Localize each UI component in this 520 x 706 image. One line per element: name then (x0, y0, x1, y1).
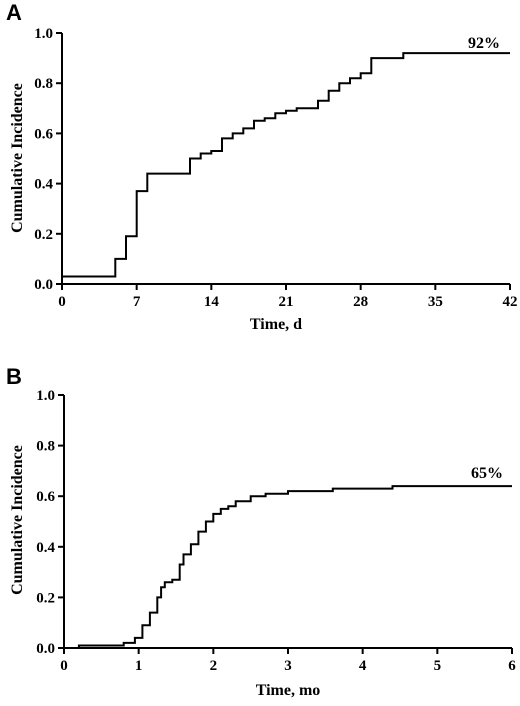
panel-a-x-axis-label: Time, d (250, 316, 302, 333)
panel-a-y-tick-label: 0.4 (34, 177, 53, 193)
panel-a-y-tick-label: 0.2 (34, 227, 53, 243)
panel-b-x-tick-label: 5 (434, 658, 442, 674)
panel-b-x-tick-label: 3 (284, 658, 292, 674)
panel-a-annotation: 92% (468, 35, 500, 52)
panel-b-label: B (6, 364, 22, 389)
panel-a-y-tick-label: 0.8 (34, 76, 53, 92)
panel-b-y-tick-label: 0.4 (36, 540, 55, 556)
panel-a-x-tick-label: 21 (279, 294, 294, 310)
panel-a: A 92% Time, d Cumulative Incidence 0 7 14 2… (6, 0, 518, 333)
panel-b-x-tick-label: 2 (210, 658, 218, 674)
panel-a-y-tick-label: 0.0 (34, 277, 53, 293)
panel-b-x-axis-label: Time, mo (256, 682, 321, 699)
panel-b-y-tick-label: 0.8 (36, 439, 55, 455)
panel-b-y-tick-label: 0.2 (36, 590, 55, 606)
panel-a-x-tick-label: 14 (204, 294, 220, 310)
panel-a-y-axis-label: Cumulative Incidence (9, 83, 26, 233)
panel-b-x-tick-label: 4 (359, 658, 367, 674)
panel-a-x-tick-label: 7 (133, 294, 141, 310)
panel-a-x-tick-label: 35 (428, 294, 443, 310)
panel-a-y-tick-label: 0.6 (34, 126, 53, 142)
panel-a-incidence-curve (62, 52, 510, 278)
panel-a-x-tick-label: 0 (58, 294, 66, 310)
panel-a-x-tick-label: 28 (353, 294, 368, 310)
panel-b-y-tick-label: 0.6 (36, 489, 55, 505)
panel-b-y-axis-label: Cumulative Incidence (9, 445, 26, 595)
panel-b-x-tick-label: 0 (60, 658, 68, 674)
panel-b-x-tick-label: 6 (508, 658, 516, 674)
panel-b-y-tick-label: 1.0 (36, 388, 55, 404)
panel-a-x-tick-label: 42 (503, 294, 518, 310)
panel-b: B 65% Time, mo Cumulative Incidence 0 1 2 3… (6, 364, 516, 699)
panel-a-y-tick-label: 1.0 (34, 26, 53, 42)
panel-b-y-tick-label: 0.0 (36, 641, 55, 657)
panel-b-annotation: 65% (471, 465, 503, 482)
panel-b-incidence-curve (64, 485, 512, 649)
panel-a-label: A (6, 0, 22, 25)
panel-b-x-tick-label: 1 (135, 658, 143, 674)
